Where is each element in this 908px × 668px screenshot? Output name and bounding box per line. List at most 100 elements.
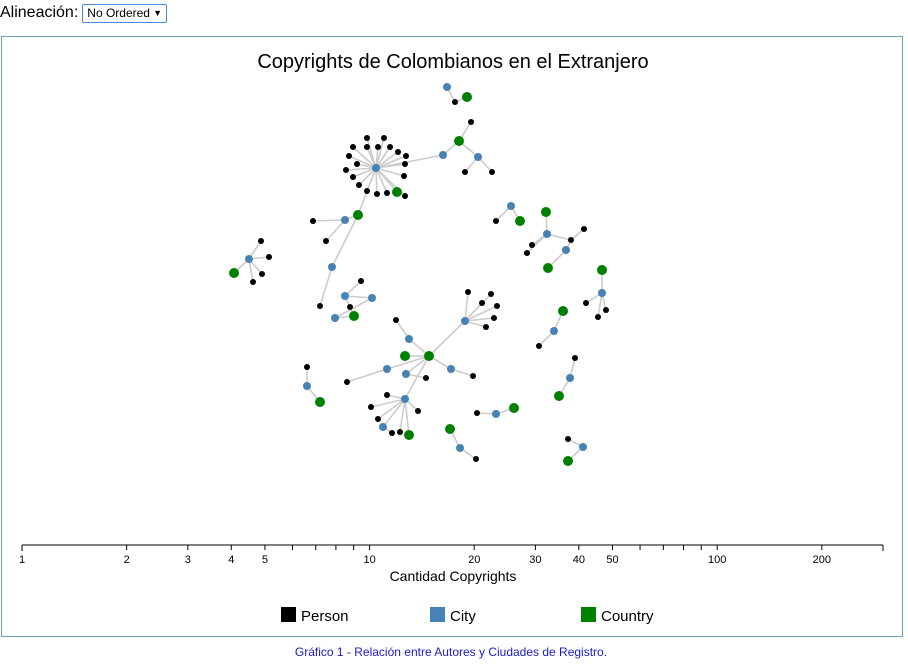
country-node[interactable] [515,216,525,226]
person-node[interactable] [250,279,256,285]
city-node[interactable] [566,374,574,382]
person-node[interactable] [474,410,480,416]
person-node[interactable] [489,169,495,175]
country-node[interactable] [392,187,402,197]
person-node[interactable] [266,254,272,260]
city-node[interactable] [379,423,387,431]
person-node[interactable] [536,343,542,349]
person-node[interactable] [524,250,530,256]
person-node[interactable] [468,119,474,125]
person-node[interactable] [304,364,310,370]
person-node[interactable] [350,144,356,150]
country-node[interactable] [558,306,568,316]
city-node[interactable] [328,263,336,271]
person-node[interactable] [354,161,360,167]
person-node[interactable] [470,373,476,379]
city-node[interactable] [474,153,482,161]
city-node[interactable] [341,292,349,300]
person-node[interactable] [595,314,601,320]
person-node[interactable] [483,324,489,330]
person-node[interactable] [395,149,401,155]
country-node[interactable] [563,456,573,466]
country-node[interactable] [424,351,434,361]
city-node[interactable] [507,202,515,210]
city-node[interactable] [492,410,500,418]
person-node[interactable] [583,300,589,306]
person-node[interactable] [572,355,578,361]
person-node[interactable] [452,99,458,105]
person-node[interactable] [462,169,468,175]
country-node[interactable] [400,351,410,361]
country-node[interactable] [404,430,414,440]
person-node[interactable] [381,135,387,141]
person-node[interactable] [364,188,370,194]
person-node[interactable] [393,317,399,323]
person-node[interactable] [473,456,479,462]
person-node[interactable] [374,191,380,197]
person-node[interactable] [565,436,571,442]
person-node[interactable] [465,289,471,295]
person-node[interactable] [384,190,390,196]
city-node[interactable] [550,327,558,335]
country-node[interactable] [509,403,519,413]
country-node[interactable] [462,92,472,102]
person-node[interactable] [364,135,370,141]
city-node[interactable] [579,443,587,451]
city-node[interactable] [341,216,349,224]
country-node[interactable] [315,397,325,407]
person-node[interactable] [358,278,364,284]
person-node[interactable] [375,144,381,150]
person-node[interactable] [347,304,353,310]
country-node[interactable] [541,207,551,217]
person-node[interactable] [356,182,362,188]
city-node[interactable] [439,151,447,159]
city-node[interactable] [598,289,606,297]
person-node[interactable] [389,430,395,436]
person-node[interactable] [529,242,535,248]
person-node[interactable] [387,144,393,150]
city-node[interactable] [331,314,339,322]
city-node[interactable] [402,370,410,378]
person-node[interactable] [423,375,429,381]
city-node[interactable] [368,294,376,302]
person-node[interactable] [603,307,609,313]
alignment-select[interactable]: No Ordered ▼ [82,3,167,23]
person-node[interactable] [368,404,374,410]
city-node[interactable] [401,395,409,403]
country-node[interactable] [445,424,455,434]
city-node[interactable] [456,444,464,452]
country-node[interactable] [353,210,363,220]
person-node[interactable] [310,218,316,224]
city-node[interactable] [245,255,253,263]
city-node[interactable] [372,164,380,172]
person-node[interactable] [375,416,381,422]
person-node[interactable] [397,429,403,435]
person-node[interactable] [488,291,494,297]
country-node[interactable] [349,311,359,321]
person-node[interactable] [350,174,356,180]
person-node[interactable] [364,144,370,150]
person-node[interactable] [493,218,499,224]
person-node[interactable] [323,238,329,244]
city-node[interactable] [447,365,455,373]
person-node[interactable] [494,303,500,309]
person-node[interactable] [402,193,408,199]
country-node[interactable] [597,265,607,275]
person-node[interactable] [415,408,421,414]
city-node[interactable] [405,335,413,343]
city-node[interactable] [543,230,551,238]
city-node[interactable] [383,365,391,373]
city-node[interactable] [562,246,570,254]
person-node[interactable] [491,315,497,321]
person-node[interactable] [258,238,264,244]
person-node[interactable] [581,226,587,232]
person-node[interactable] [479,300,485,306]
person-node[interactable] [568,237,574,243]
person-node[interactable] [384,392,390,398]
person-node[interactable] [402,161,408,167]
person-node[interactable] [346,153,352,159]
country-node[interactable] [454,136,464,146]
country-node[interactable] [543,263,553,273]
country-node[interactable] [554,391,564,401]
city-node[interactable] [443,83,451,91]
